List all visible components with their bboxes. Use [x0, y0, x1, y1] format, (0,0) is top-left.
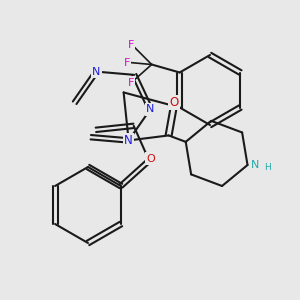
Text: O: O: [147, 154, 155, 164]
Text: F: F: [124, 58, 130, 68]
Text: N: N: [146, 104, 154, 114]
Text: N: N: [124, 134, 133, 147]
Text: F: F: [128, 40, 134, 50]
Text: O: O: [169, 96, 178, 109]
Text: F: F: [128, 77, 134, 88]
Text: H: H: [264, 163, 271, 172]
Text: N: N: [92, 67, 100, 76]
Text: N: N: [251, 160, 260, 170]
